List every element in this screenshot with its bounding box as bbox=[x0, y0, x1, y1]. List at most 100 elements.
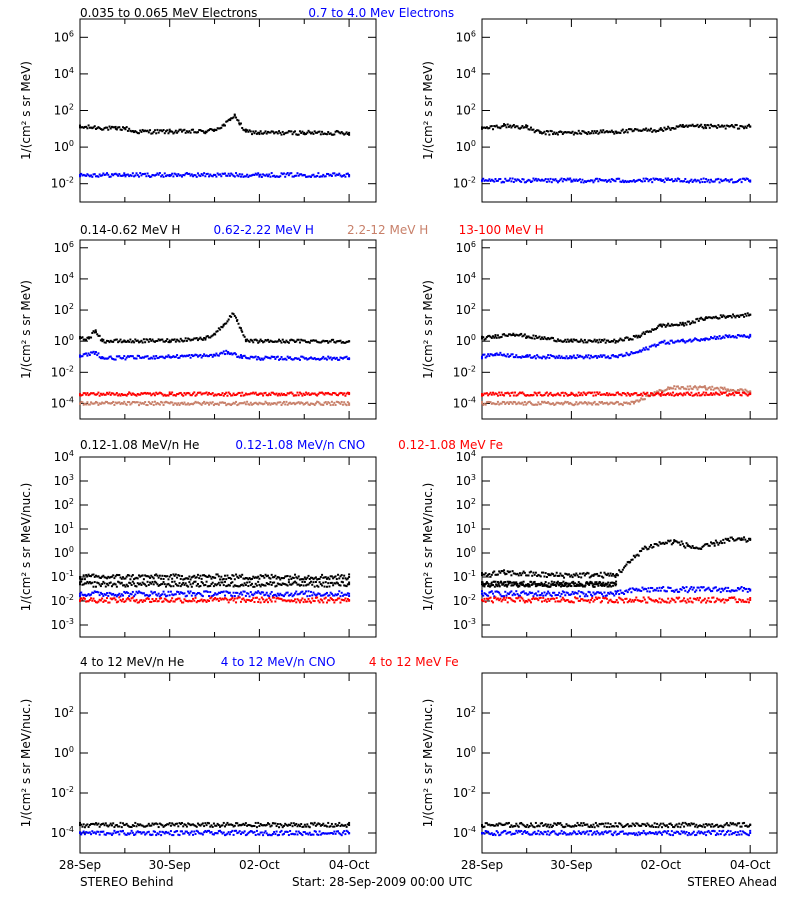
scatter-dot bbox=[268, 583, 270, 585]
scatter-dot bbox=[551, 130, 553, 132]
scatter-dot bbox=[704, 385, 706, 387]
scatter-dot bbox=[509, 125, 511, 127]
scatter-dot bbox=[172, 585, 174, 587]
scatter-dot bbox=[567, 339, 569, 341]
scatter-dot bbox=[529, 129, 531, 131]
scatter-dot bbox=[163, 176, 165, 178]
scatter-dot bbox=[704, 319, 706, 321]
y-tick-label-low_energy_ions-behind-6: 103 bbox=[54, 473, 74, 488]
scatter-dot bbox=[697, 388, 699, 390]
scatter-dot bbox=[496, 403, 498, 405]
scatter-dot bbox=[600, 341, 602, 343]
scatter-dot bbox=[244, 582, 246, 584]
scatter-dot bbox=[508, 179, 510, 181]
scatter-dot bbox=[177, 591, 179, 593]
scatter-dot bbox=[537, 599, 539, 601]
scatter-dot bbox=[262, 598, 264, 600]
scatter-dot bbox=[599, 575, 601, 577]
scatter-dot bbox=[143, 338, 145, 340]
scatter-dot bbox=[723, 337, 725, 339]
scatter-dot bbox=[147, 825, 149, 827]
scatter-dot bbox=[494, 581, 496, 583]
scatter-dot bbox=[327, 131, 329, 133]
scatter-dot bbox=[594, 401, 596, 403]
scatter-dot bbox=[594, 586, 596, 588]
scatter-dot bbox=[153, 577, 155, 579]
scatter-dot bbox=[290, 130, 292, 132]
scatter-dot bbox=[343, 401, 345, 403]
scatter-dot bbox=[618, 339, 620, 341]
scatter-dot bbox=[112, 574, 114, 576]
scatter-dot bbox=[523, 600, 525, 602]
scatter-dot bbox=[733, 126, 735, 128]
scatter-dot bbox=[312, 133, 314, 135]
scatter-dot bbox=[482, 336, 484, 338]
scatter-dot bbox=[219, 173, 221, 175]
scatter-dot bbox=[136, 585, 138, 587]
scatter-dot bbox=[204, 175, 206, 177]
scatter-dot bbox=[643, 178, 645, 180]
scatter-dot bbox=[547, 130, 549, 132]
scatter-dot bbox=[597, 585, 599, 587]
scatter-dot bbox=[506, 586, 508, 588]
scatter-dot bbox=[659, 598, 661, 600]
scatter-dot bbox=[640, 335, 642, 337]
scatter-dot bbox=[188, 581, 190, 583]
scatter-dot bbox=[304, 394, 306, 396]
scatter-dot bbox=[728, 181, 730, 183]
scatter-dot bbox=[97, 601, 99, 603]
scatter-dot bbox=[333, 601, 335, 603]
scatter-dot bbox=[117, 175, 119, 177]
scatter-dot bbox=[158, 174, 160, 176]
scatter-dot bbox=[170, 825, 172, 827]
scatter-dot bbox=[235, 574, 237, 576]
scatter-dot bbox=[115, 359, 117, 361]
scatter-dot bbox=[150, 591, 152, 593]
scatter-dot bbox=[540, 575, 542, 577]
scatter-dot bbox=[304, 592, 306, 594]
scatter-dot bbox=[328, 402, 330, 404]
scatter-dot bbox=[226, 575, 228, 577]
scatter-dot bbox=[545, 178, 547, 180]
scatter-dot bbox=[144, 341, 146, 343]
scatter-dot bbox=[638, 555, 640, 557]
scatter-dot bbox=[583, 593, 585, 595]
scatter-dot bbox=[174, 131, 176, 133]
scatter-dot bbox=[486, 355, 488, 357]
scatter-dot bbox=[547, 354, 549, 356]
scatter-dot bbox=[535, 335, 537, 337]
scatter-dot bbox=[627, 591, 629, 593]
scatter-dot bbox=[255, 583, 257, 585]
scatter-dot bbox=[710, 601, 712, 603]
scatter-dot bbox=[208, 822, 210, 824]
scatter-dot bbox=[548, 592, 550, 594]
scatter-dot bbox=[692, 545, 694, 547]
scatter-dot bbox=[504, 178, 506, 180]
y-tick-label-protons-behind-4: 104 bbox=[54, 271, 74, 286]
scatter-dot bbox=[650, 178, 652, 180]
scatter-dot bbox=[161, 339, 163, 341]
scatter-dot bbox=[229, 585, 231, 587]
scatter-dot bbox=[501, 336, 503, 338]
scatter-dot bbox=[534, 583, 536, 585]
scatter-dot bbox=[736, 124, 738, 126]
scatter-dot bbox=[491, 574, 493, 576]
scatter-dot bbox=[564, 594, 566, 596]
y-tick-label-low_energy_ions-ahead-6: 103 bbox=[456, 473, 476, 488]
scatter-dot bbox=[203, 172, 205, 174]
scatter-dot bbox=[523, 581, 525, 583]
scatter-dot bbox=[244, 336, 246, 338]
scatter-dot bbox=[230, 578, 232, 580]
scatter-dot bbox=[126, 823, 128, 825]
scatter-dot bbox=[588, 584, 590, 586]
scatter-dot bbox=[240, 354, 242, 356]
scatter-dot bbox=[188, 576, 190, 578]
scatter-dot bbox=[629, 403, 631, 405]
scatter-dot bbox=[175, 341, 177, 343]
scatter-dot bbox=[328, 599, 330, 601]
scatter-dot bbox=[241, 357, 243, 359]
scatter-dot bbox=[703, 178, 705, 180]
scatter-dot bbox=[494, 178, 496, 180]
y-tick-label-protons-behind-2: 100 bbox=[54, 333, 74, 348]
series-protons-ahead-3 bbox=[481, 391, 751, 396]
